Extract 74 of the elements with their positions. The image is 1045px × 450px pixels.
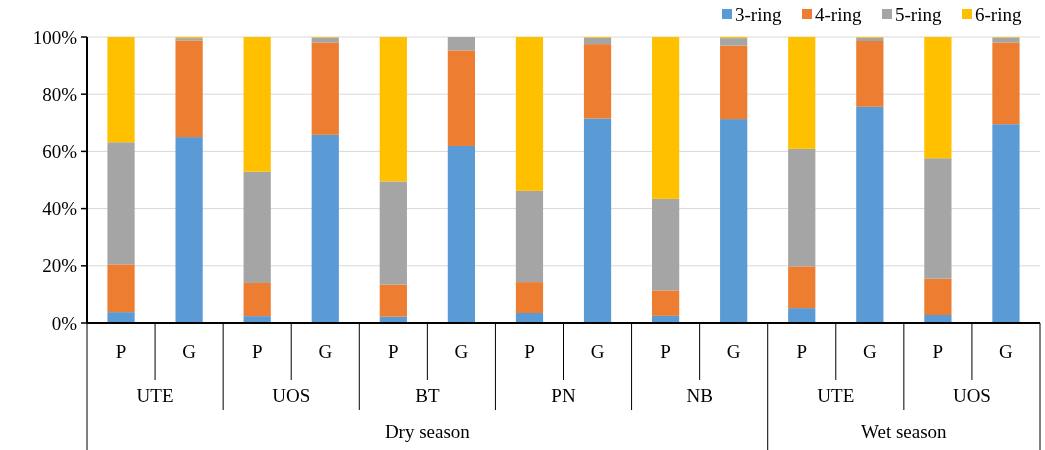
- bar: [924, 314, 952, 323]
- text: PN: [551, 384, 576, 406]
- bar: [924, 278, 952, 315]
- text: Wet season: [861, 421, 948, 442]
- bar: [583, 44, 612, 119]
- text: BT: [415, 384, 440, 406]
- bar: [856, 106, 884, 323]
- x-tick-label: P: [796, 341, 808, 363]
- bar: [379, 37, 407, 182]
- bar: [651, 290, 680, 316]
- bar: [720, 119, 748, 323]
- x-tick-label: P: [388, 341, 399, 363]
- bar: [311, 134, 339, 323]
- bar: [583, 37, 612, 45]
- bar: [515, 282, 544, 313]
- y-tick-label: 20%: [42, 255, 78, 277]
- legend-label: 4-ring: [815, 3, 862, 25]
- bar: [788, 266, 816, 309]
- y-tick-label: 80%: [42, 83, 78, 105]
- bar: [720, 38, 748, 46]
- bar: [311, 42, 339, 135]
- y-tick-label: 60%: [42, 141, 78, 163]
- x-tick-label: P: [660, 341, 671, 363]
- x-tick-label: P: [524, 341, 535, 363]
- y-tick-label: 0%: [51, 312, 78, 334]
- text: UOS: [952, 384, 991, 406]
- bar: [107, 264, 135, 313]
- x-tick-label: P: [251, 341, 263, 363]
- text: Dry season: [384, 421, 471, 442]
- bar: [379, 181, 407, 285]
- y-tick-label: 40%: [42, 198, 78, 220]
- legend-label: 3-ring: [735, 3, 782, 25]
- y-tick-label: 100%: [32, 26, 78, 48]
- bar: [515, 37, 544, 191]
- bar: [243, 37, 271, 172]
- x-tick-label: P: [932, 341, 944, 363]
- bar: [720, 45, 748, 120]
- text: UTE: [817, 384, 855, 406]
- bar: [447, 50, 476, 146]
- bar: [107, 312, 135, 323]
- x-tick-label: G: [862, 341, 877, 363]
- bar: [788, 148, 816, 267]
- text: NB: [686, 384, 713, 406]
- bar: [447, 145, 476, 323]
- bar: [107, 37, 135, 143]
- bar: [788, 37, 816, 149]
- x-tick-label: G: [726, 341, 741, 363]
- bar: [447, 37, 476, 51]
- bar: [243, 282, 271, 317]
- x-tick-label: G: [454, 341, 469, 363]
- bar: [175, 137, 203, 323]
- bar: [243, 171, 271, 283]
- bar: [992, 42, 1020, 125]
- legend-label: 5-ring: [895, 3, 942, 25]
- x-tick-label: G: [318, 341, 333, 363]
- bar: [788, 308, 816, 323]
- text: UOS: [272, 384, 311, 406]
- x-tick-label: G: [182, 341, 197, 363]
- bar: [107, 142, 135, 265]
- bar: [379, 284, 407, 317]
- bar: [992, 124, 1020, 323]
- text: UTE: [136, 384, 174, 406]
- bar: [924, 158, 952, 279]
- x-tick-label: G: [590, 341, 605, 363]
- bar: [651, 198, 680, 291]
- x-tick-label: P: [115, 341, 127, 363]
- bar: [583, 118, 612, 323]
- bar: [856, 41, 884, 107]
- bar: [651, 37, 680, 199]
- legend-label: 6-ring: [975, 3, 1022, 25]
- x-tick-label: G: [999, 341, 1014, 363]
- bar: [515, 190, 544, 283]
- bar: [924, 37, 952, 159]
- bar: [175, 40, 203, 138]
